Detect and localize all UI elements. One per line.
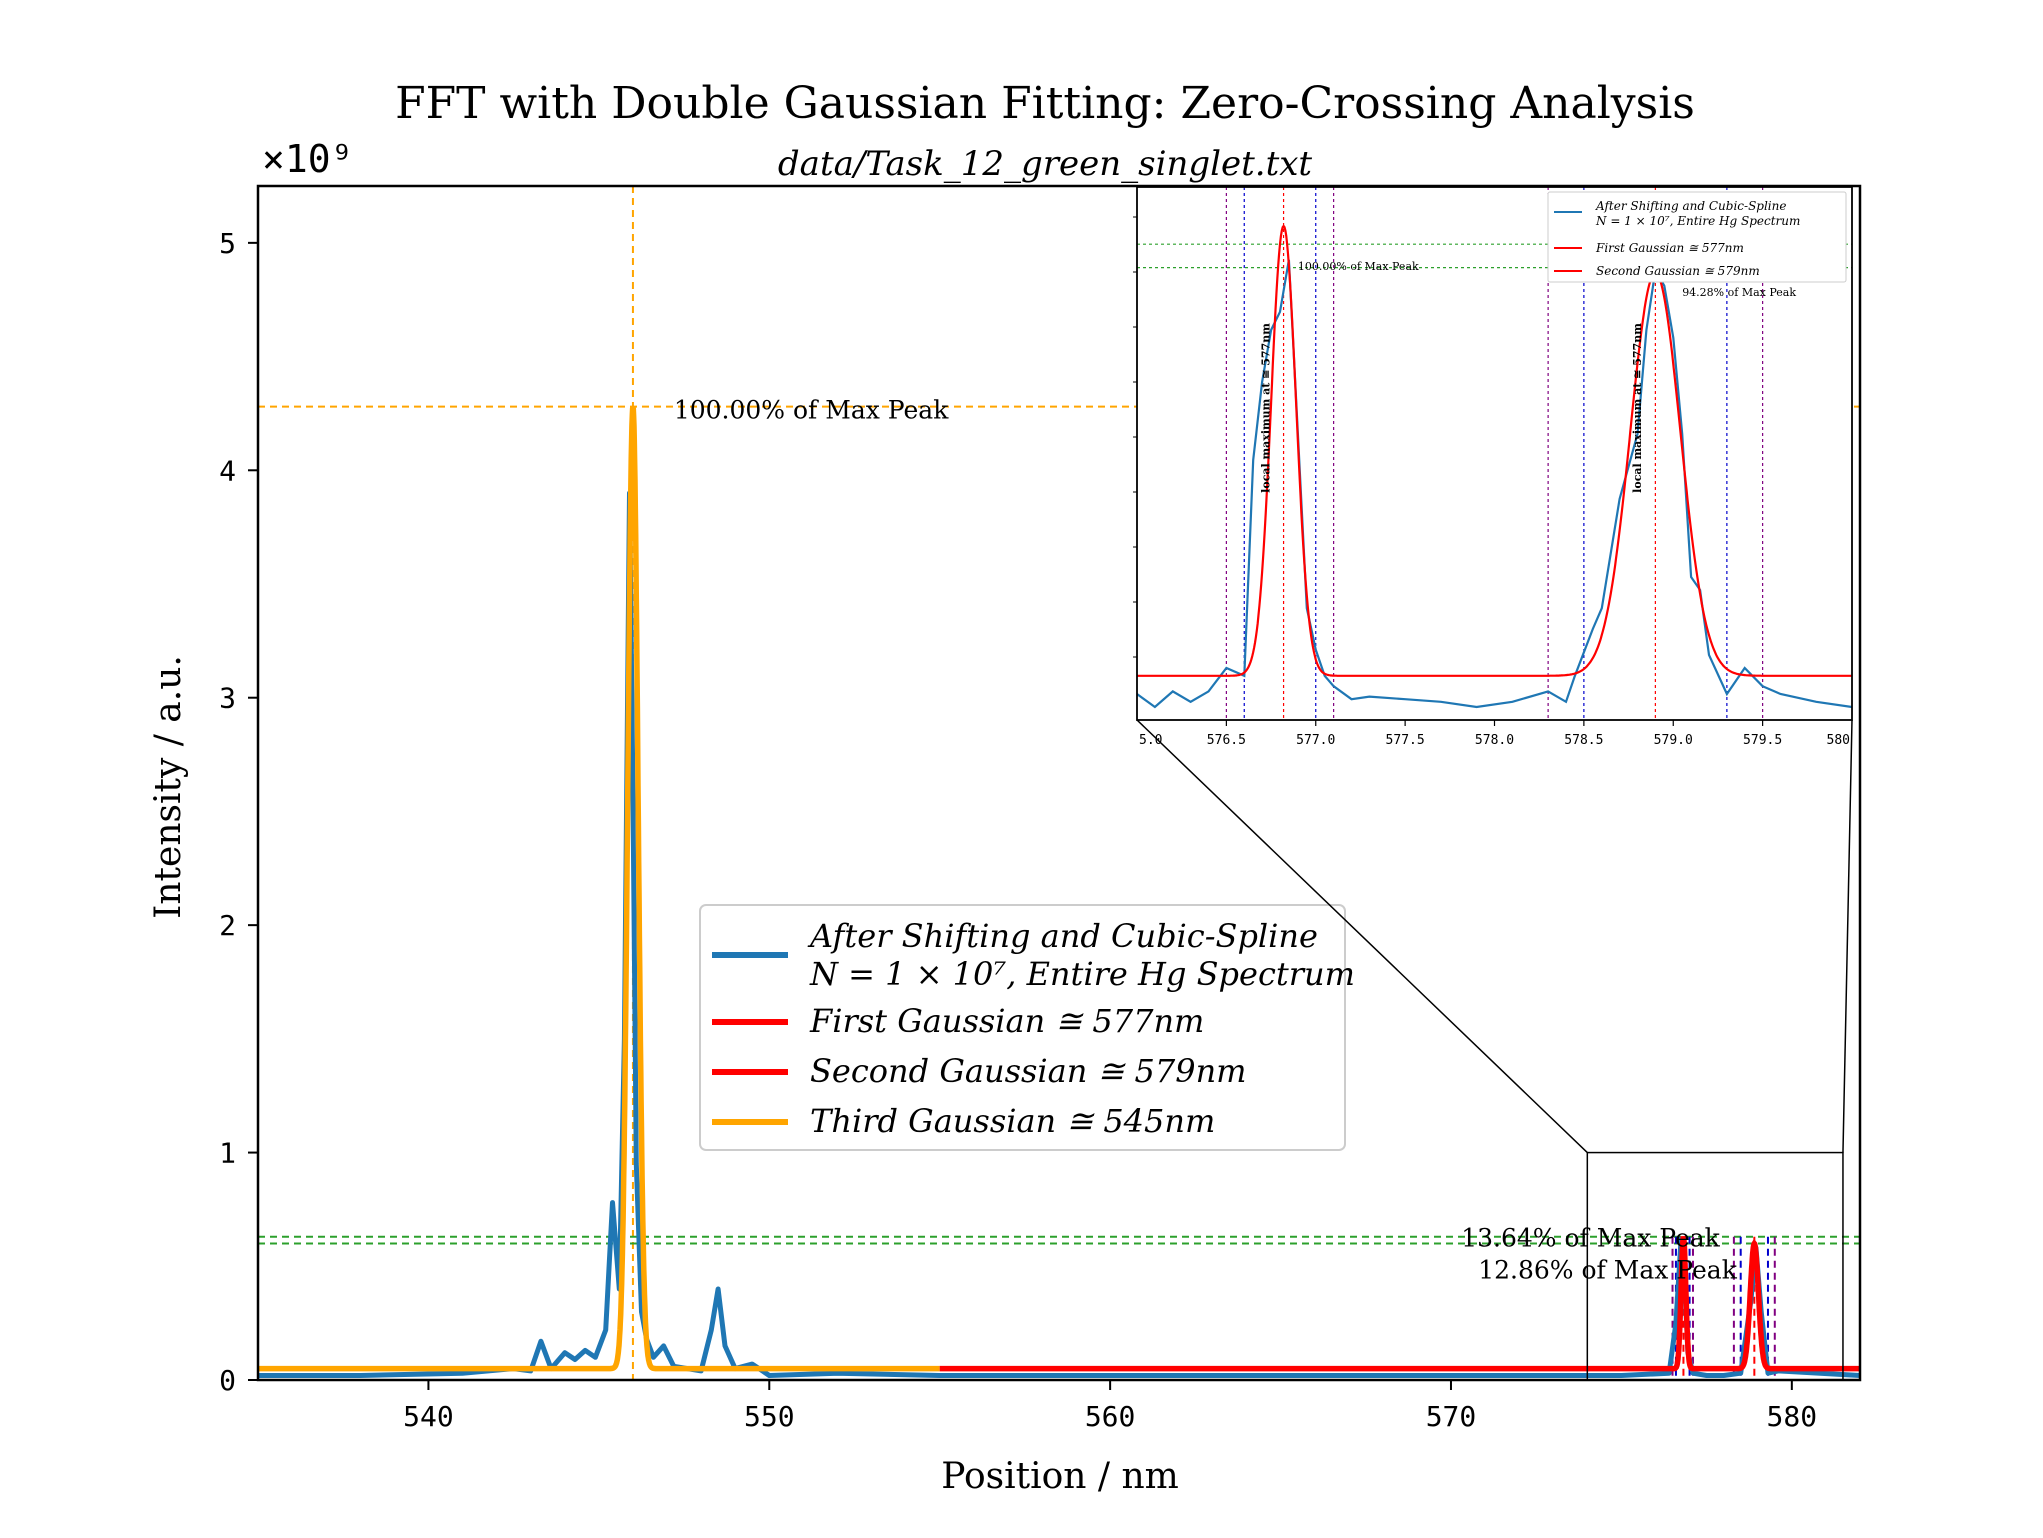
x-tick-label-570: 570 <box>1426 1400 1477 1433</box>
x-axis-label: Position / nm <box>941 1456 1179 1497</box>
inset-plot-area <box>1137 187 1852 720</box>
main-axes-frame <box>256 184 1862 1382</box>
inset-x-edge-left: 5.0 <box>1139 733 1162 748</box>
inset-legend-label-0-line2: N = 1 × 10⁷, Entire Hg Spectrum <box>1595 214 1800 228</box>
inset-connector-right <box>1842 719 1853 1153</box>
legend-label-spectrum: After Shifting and Cubic-Spline <box>807 917 1318 955</box>
x-tick-label-580: 580 <box>1767 1400 1818 1433</box>
inset-legend-box <box>1547 191 1847 283</box>
inset-x-tick-label-0: 576.5 <box>1207 733 1246 748</box>
x-tick-label-540: 540 <box>403 1400 454 1433</box>
first-second-gaussian-line <box>939 1235 1860 1372</box>
y-tick-label-1: 1 <box>219 1137 236 1170</box>
y-tick-label-4: 4 <box>219 454 236 487</box>
main-plot-layer: 100.00% of Max Peak 13.64% of Max Peak 12.… <box>219 184 1862 1433</box>
inset-legend-label-1: First Gaussian ≅ 577nm <box>1595 241 1744 255</box>
annotation-13-64: 13.64% of Max Peak <box>1461 1224 1720 1253</box>
inset-x-tick-label-4: 578.5 <box>1564 733 1603 748</box>
legend-label-first-gaussian: First Gaussian ≅ 577nm <box>809 1002 1204 1040</box>
inset-x-tick-label-6: 579.5 <box>1743 733 1782 748</box>
legend-label-third-gaussian: Third Gaussian ≅ 545nm <box>810 1102 1215 1140</box>
inset-vertical-label-second: local maximum at ≅ 577nm <box>1631 323 1644 493</box>
y-axis-label: Intensity / a.u. <box>148 655 189 919</box>
inset-vertical-label-first: local maximum at ≅ 577nm <box>1259 323 1272 493</box>
third-gaussian-line <box>258 406 940 1372</box>
inset-label-first: 100.00% of Max Peak <box>1298 260 1419 273</box>
y-tick-label-3: 3 <box>219 682 236 715</box>
legend-label-second-gaussian: Second Gaussian ≅ 579nm <box>810 1052 1247 1090</box>
annotation-max-peak: 100.00% of Max Peak <box>674 396 949 425</box>
legend-box <box>699 904 1346 1151</box>
inset-connector-left <box>1136 719 1588 1154</box>
y-tick-label-2: 2 <box>219 909 236 942</box>
inset-plot-layer: 100.00% of Max Peak 94.28% of Max Peak loc… <box>1133 186 1853 1154</box>
legend-label-spectrum-line2: N = 1 × 10⁷, Entire Hg Spectrum <box>809 955 1355 993</box>
inset-x-tick-label-2: 577.5 <box>1386 733 1425 748</box>
inset-gaussian-line <box>1137 224 1852 677</box>
zoom-indicator-box <box>1586 1151 1844 1381</box>
inset-x-tick-label-1: 577.0 <box>1296 733 1335 748</box>
spectrum-series-line <box>258 490 1860 1378</box>
inset-x-tick-label-3: 578.0 <box>1475 733 1514 748</box>
x-tick-label-550: 550 <box>744 1400 795 1433</box>
inset-legend-label-0: After Shifting and Cubic-Spline <box>1595 199 1786 213</box>
inset-label-second: 94.28% of Max Peak <box>1682 286 1796 299</box>
chart-subtitle: data/Task_12_green_singlet.txt <box>778 144 1312 184</box>
chart-title: FFT with Double Gaussian Fitting: Zero-C… <box>395 78 1695 129</box>
annotation-12-86: 12.86% of Max Peak <box>1478 1256 1737 1285</box>
y-tick-label-5: 5 <box>219 227 236 260</box>
inset-x-edge-right: 580 <box>1827 733 1850 748</box>
y-multiplier: ×10⁹ <box>262 137 354 181</box>
y-tick-label-0: 0 <box>219 1364 236 1397</box>
x-tick-label-560: 560 <box>1085 1400 1136 1433</box>
inset-legend-label-2: Second Gaussian ≅ 579nm <box>1596 264 1760 278</box>
main-plot-area <box>258 186 1860 1380</box>
inset-x-tick-label-5: 579.0 <box>1654 733 1693 748</box>
